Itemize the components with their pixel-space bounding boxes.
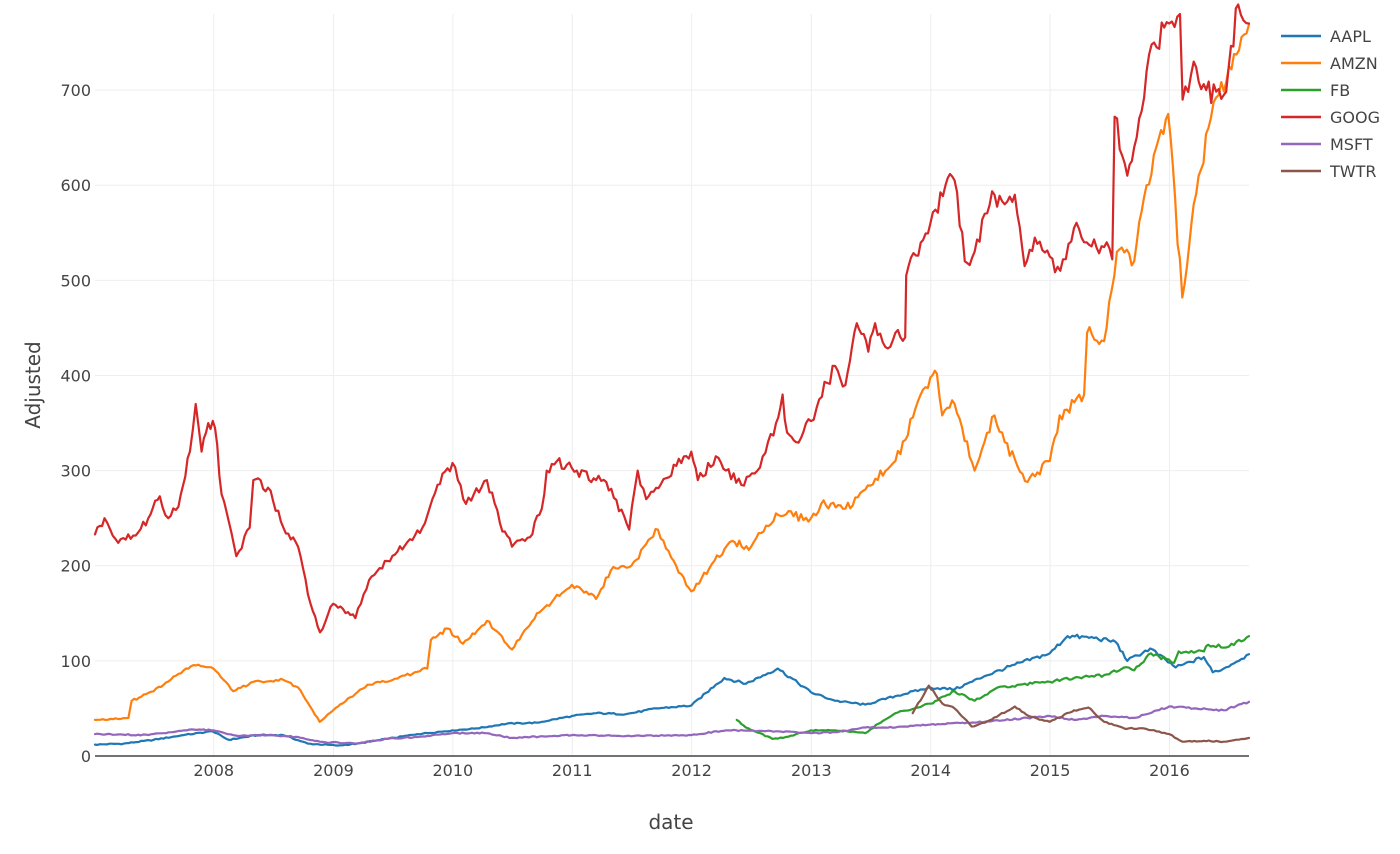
y-tick-label: 300 (60, 462, 91, 481)
x-axis-title: date (648, 810, 693, 834)
y-tick-label: 100 (60, 652, 91, 671)
x-tick-label: 2012 (671, 761, 712, 780)
legend-label-goog: GOOG (1330, 108, 1380, 127)
x-tick-label: 2008 (193, 761, 234, 780)
legend: AAPL AMZN FB GOOG MSFT TWTR (1281, 27, 1380, 181)
y-tick-labels: 0 100 200 300 400 500 600 700 (60, 81, 91, 766)
x-tick-label: 2014 (910, 761, 951, 780)
x-tick-label: 2011 (552, 761, 593, 780)
legend-label-twtr: TWTR (1329, 162, 1376, 181)
y-tick-label: 500 (60, 271, 91, 290)
series-line-twtr (911, 684, 1251, 744)
series-line-amzn (93, 23, 1251, 723)
y-axis-title: Adjusted (21, 341, 45, 429)
x-tick-labels: 2008 2009 2010 2011 2012 2013 2014 2015 2016 (193, 761, 1189, 780)
x-tick-label: 2009 (313, 761, 354, 780)
y-tick-label: 0 (81, 747, 91, 766)
series-lines (93, 3, 1251, 747)
x-tick-label: 2013 (791, 761, 832, 780)
grid-lines (95, 14, 1249, 756)
y-tick-label: 200 (60, 557, 91, 576)
legend-label-fb: FB (1330, 81, 1350, 100)
series-line-aapl (93, 633, 1251, 747)
x-tick-label: 2010 (432, 761, 473, 780)
legend-label-msft: MSFT (1330, 135, 1373, 154)
legend-label-aapl: AAPL (1330, 27, 1371, 46)
series-line-goog (93, 3, 1251, 634)
x-tick-label: 2015 (1030, 761, 1071, 780)
series-line-fb (735, 635, 1251, 740)
legend-label-amzn: AMZN (1330, 54, 1378, 73)
x-tick-label: 2016 (1149, 761, 1190, 780)
y-tick-label: 600 (60, 176, 91, 195)
y-tick-label: 400 (60, 366, 91, 385)
y-tick-label: 700 (60, 81, 91, 100)
